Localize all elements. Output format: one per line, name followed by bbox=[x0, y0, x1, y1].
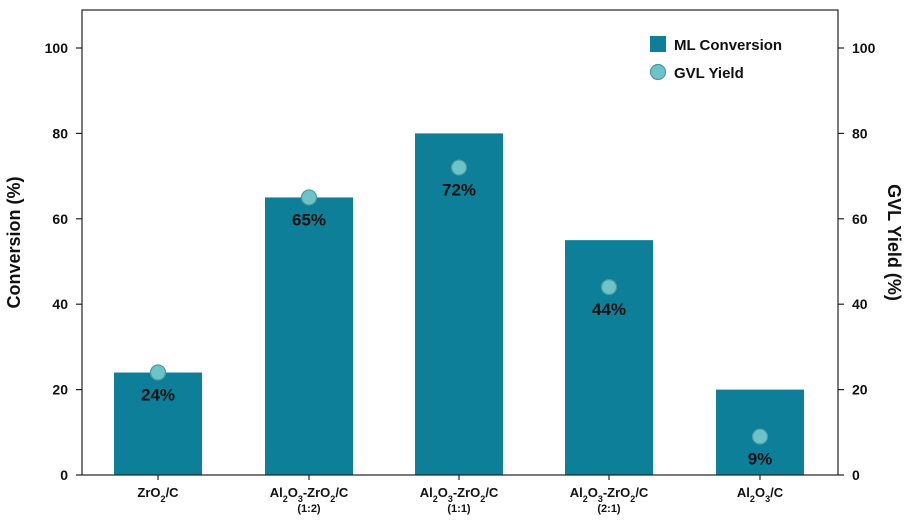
left-tick-label: 60 bbox=[52, 211, 68, 227]
category-sublabel: (2:1) bbox=[597, 503, 621, 515]
y-axis-title-right: GVL Yield (%) bbox=[884, 184, 904, 301]
category-label: Al2O3-ZrO2/C bbox=[570, 485, 649, 504]
data-label: 72% bbox=[442, 181, 476, 200]
right-tick-label: 0 bbox=[852, 467, 860, 483]
point-gvl-yield-4 bbox=[751, 428, 769, 445]
left-tick-label: 80 bbox=[52, 125, 68, 141]
bar-ml-conversion-3 bbox=[565, 240, 653, 475]
plot-frame bbox=[81, 9, 839, 476]
point-gvl-yield-1 bbox=[300, 189, 318, 206]
data-label: 65% bbox=[292, 210, 326, 229]
y-axis-title-left: Conversion (%) bbox=[4, 176, 24, 308]
left-tick-label: 100 bbox=[45, 40, 69, 56]
category-sublabel: (1:2) bbox=[297, 503, 321, 515]
legend-label-ml-conversion: ML Conversion bbox=[674, 37, 782, 54]
right-tick-label: 80 bbox=[852, 125, 868, 141]
legend-swatch-gvl-yield bbox=[649, 63, 667, 81]
right-tick-label: 100 bbox=[852, 40, 876, 56]
data-label: 9% bbox=[748, 450, 773, 469]
right-tick-label: 20 bbox=[852, 382, 868, 398]
right-tick-label: 40 bbox=[852, 296, 868, 312]
category-label: Al2O3/C bbox=[737, 485, 784, 504]
category-label: ZrO2/C bbox=[137, 485, 179, 504]
point-gvl-yield-3 bbox=[600, 279, 618, 296]
legend-label-gvl-yield: GVL Yield bbox=[674, 65, 744, 82]
data-label: 44% bbox=[592, 300, 626, 319]
category-label: Al2O3-ZrO2/C bbox=[270, 485, 349, 504]
point-gvl-yield-0 bbox=[149, 364, 167, 381]
left-tick-label: 20 bbox=[52, 382, 68, 398]
left-tick-label: 40 bbox=[52, 296, 68, 312]
data-label: 24% bbox=[141, 386, 175, 405]
left-tick-label: 0 bbox=[60, 467, 68, 483]
category-label: Al2O3-ZrO2/C bbox=[420, 485, 499, 504]
legend-swatch-ml-conversion bbox=[650, 36, 666, 52]
right-tick-label: 60 bbox=[852, 211, 868, 227]
bar-ml-conversion-1 bbox=[265, 197, 353, 475]
bar-ml-conversion-2 bbox=[415, 133, 503, 475]
category-sublabel: (1:1) bbox=[447, 503, 471, 515]
bar-ml-conversion-0 bbox=[114, 372, 202, 475]
point-gvl-yield-2 bbox=[450, 159, 468, 176]
